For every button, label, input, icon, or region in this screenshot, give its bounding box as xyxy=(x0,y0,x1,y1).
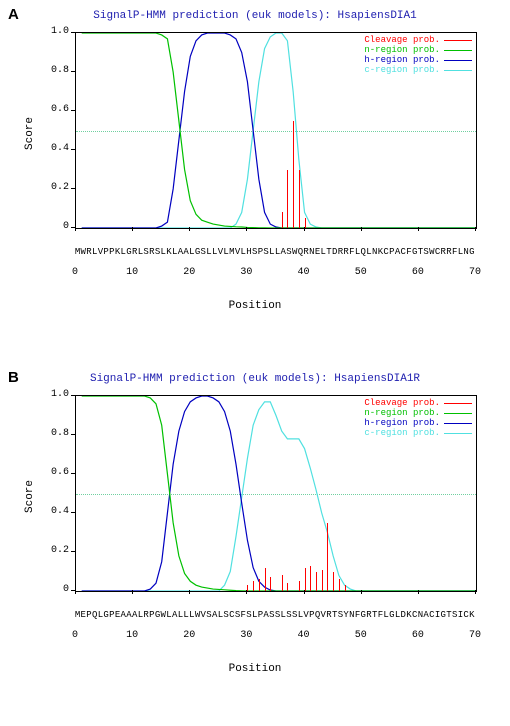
x-tick: 60 xyxy=(408,630,428,641)
panel-a-legend: Cleavage prob.n-region prob.h-region pro… xyxy=(364,35,472,75)
panel-a-title: SignalP-HMM prediction (euk models): Hsa… xyxy=(0,10,510,22)
legend-item: n-region prob. xyxy=(364,408,472,418)
y-tick: 1.0 xyxy=(41,389,69,400)
cleavage-bar xyxy=(333,572,334,592)
panel-b-legend: Cleavage prob.n-region prob.h-region pro… xyxy=(364,398,472,438)
y-tick: 0 xyxy=(41,584,69,595)
x-tick: 50 xyxy=(351,630,371,641)
y-tick: 0.4 xyxy=(41,143,69,154)
legend-item: h-region prob. xyxy=(364,418,472,428)
cleavage-bar xyxy=(247,585,248,591)
legend-item: h-region prob. xyxy=(364,55,472,65)
cleavage-bar xyxy=(339,579,340,591)
cleavage-bar xyxy=(259,579,260,591)
x-tick: 70 xyxy=(465,267,485,278)
y-tick: 0.8 xyxy=(41,428,69,439)
panel-b: B SignalP-HMM prediction (euk models): H… xyxy=(0,363,510,726)
cleavage-bar xyxy=(282,212,283,228)
y-tick: 0.8 xyxy=(41,65,69,76)
panel-b-ylabel: Score xyxy=(24,480,36,513)
x-tick: 20 xyxy=(179,267,199,278)
cleavage-bar xyxy=(310,566,311,591)
sequence-row: MWRLVPPKLGRLSRSLKLAALGSLLVLMVLHSPSLLASWQ… xyxy=(75,247,475,259)
panel-a-xlabel: Position xyxy=(0,300,510,312)
cleavage-bar xyxy=(345,585,346,591)
x-tick: 0 xyxy=(65,267,85,278)
panel-a: A SignalP-HMM prediction (euk models): H… xyxy=(0,0,510,363)
x-tick: 10 xyxy=(122,630,142,641)
y-tick: 0.2 xyxy=(41,545,69,556)
cleavage-bar xyxy=(253,581,254,591)
y-tick: 0 xyxy=(41,221,69,232)
legend-item: c-region prob. xyxy=(364,428,472,438)
x-tick: 10 xyxy=(122,267,142,278)
cleavage-bar xyxy=(282,575,283,591)
cleavage-bar xyxy=(287,170,288,229)
y-tick: 0.2 xyxy=(41,182,69,193)
cleavage-bar xyxy=(265,568,266,591)
cleavage-bar xyxy=(299,581,300,591)
y-tick: 1.0 xyxy=(41,26,69,37)
cleavage-bar xyxy=(327,523,328,591)
x-tick: 40 xyxy=(294,630,314,641)
panel-b-title: SignalP-HMM prediction (euk models): Hsa… xyxy=(0,373,510,385)
y-tick: 0.4 xyxy=(41,506,69,517)
x-tick: 20 xyxy=(179,630,199,641)
x-tick: 0 xyxy=(65,630,85,641)
cleavage-bar xyxy=(293,121,294,228)
x-tick: 70 xyxy=(465,630,485,641)
x-tick: 60 xyxy=(408,267,428,278)
cleavage-bar xyxy=(305,218,306,228)
y-tick: 0.6 xyxy=(41,467,69,478)
legend-item: n-region prob. xyxy=(364,45,472,55)
cleavage-bar xyxy=(322,570,323,591)
cleavage-bar xyxy=(270,577,271,591)
cleavage-bar xyxy=(316,572,317,592)
cleavage-bar xyxy=(305,568,306,591)
panel-a-ylabel: Score xyxy=(24,117,36,150)
page: A SignalP-HMM prediction (euk models): H… xyxy=(0,0,510,726)
panel-a-plot: Cleavage prob.n-region prob.h-region pro… xyxy=(75,32,477,229)
cleavage-bar xyxy=(287,583,288,591)
legend-item: c-region prob. xyxy=(364,65,472,75)
cleavage-bar xyxy=(299,170,300,229)
x-tick: 50 xyxy=(351,267,371,278)
panel-b-plot: Cleavage prob.n-region prob.h-region pro… xyxy=(75,395,477,592)
legend-item: Cleavage prob. xyxy=(364,35,472,45)
legend-item: Cleavage prob. xyxy=(364,398,472,408)
x-tick: 30 xyxy=(236,267,256,278)
sequence-row: MEPQLGPEAAALRPGWLALLLWVSALSCSFSLPASSLSSL… xyxy=(75,610,475,622)
y-tick: 0.6 xyxy=(41,104,69,115)
x-tick: 30 xyxy=(236,630,256,641)
x-tick: 40 xyxy=(294,267,314,278)
panel-b-xlabel: Position xyxy=(0,663,510,675)
